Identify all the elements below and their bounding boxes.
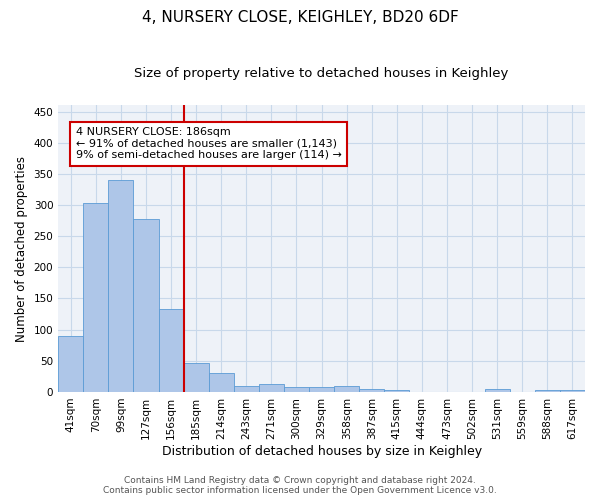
- Text: Contains HM Land Registry data © Crown copyright and database right 2024.
Contai: Contains HM Land Registry data © Crown c…: [103, 476, 497, 495]
- Bar: [535, 390, 560, 392]
- Bar: [560, 390, 585, 392]
- Y-axis label: Number of detached properties: Number of detached properties: [15, 156, 28, 342]
- Text: 4, NURSERY CLOSE, KEIGHLEY, BD20 6DF: 4, NURSERY CLOSE, KEIGHLEY, BD20 6DF: [142, 10, 458, 25]
- Bar: [209, 374, 234, 392]
- Bar: [259, 384, 284, 392]
- Bar: [234, 386, 259, 392]
- Bar: [133, 218, 158, 392]
- Bar: [284, 387, 309, 392]
- Title: Size of property relative to detached houses in Keighley: Size of property relative to detached ho…: [134, 68, 509, 80]
- X-axis label: Distribution of detached houses by size in Keighley: Distribution of detached houses by size …: [161, 444, 482, 458]
- Bar: [359, 389, 385, 392]
- Text: 4 NURSERY CLOSE: 186sqm
← 91% of detached houses are smaller (1,143)
9% of semi-: 4 NURSERY CLOSE: 186sqm ← 91% of detache…: [76, 127, 341, 160]
- Bar: [184, 362, 209, 392]
- Bar: [58, 336, 83, 392]
- Bar: [485, 389, 510, 392]
- Bar: [83, 203, 109, 392]
- Bar: [334, 386, 359, 392]
- Bar: [309, 387, 334, 392]
- Bar: [158, 309, 184, 392]
- Bar: [385, 390, 409, 392]
- Bar: [109, 180, 133, 392]
